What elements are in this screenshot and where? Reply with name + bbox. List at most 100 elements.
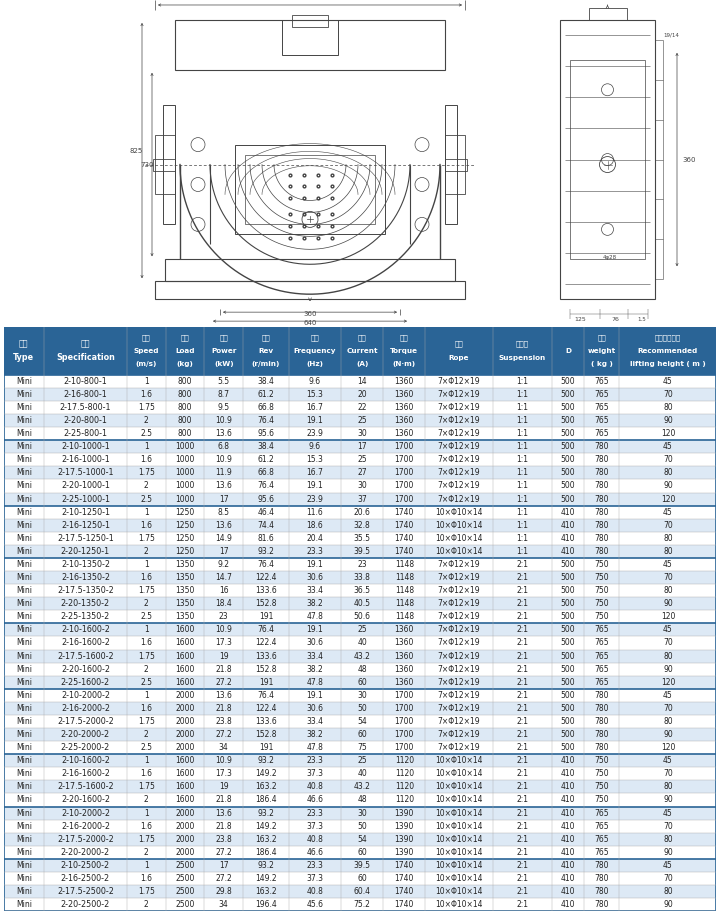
Text: 133.6: 133.6 <box>255 652 276 660</box>
Text: 2-17.5-800-1: 2-17.5-800-1 <box>60 403 111 412</box>
Text: 1.6: 1.6 <box>140 390 152 399</box>
Text: (r/min): (r/min) <box>252 361 280 367</box>
Text: 9.2: 9.2 <box>217 560 230 569</box>
Text: 45: 45 <box>663 809 672 817</box>
Text: 2-16-2000-2: 2-16-2000-2 <box>61 704 110 713</box>
Text: 2:1: 2:1 <box>516 691 528 699</box>
Text: 2-10-1250-1: 2-10-1250-1 <box>61 508 110 517</box>
Text: 54: 54 <box>357 834 367 844</box>
Text: 7×Φ12×19: 7×Φ12×19 <box>438 560 480 569</box>
Text: 765: 765 <box>595 677 609 687</box>
Text: 2:1: 2:1 <box>516 730 528 739</box>
Text: 1148: 1148 <box>395 599 414 608</box>
Text: 2-10-2500-2: 2-10-2500-2 <box>61 861 110 870</box>
Bar <box>4 327 716 374</box>
Text: 45: 45 <box>663 377 672 386</box>
Text: Mini: Mini <box>16 416 32 425</box>
Text: 45: 45 <box>663 861 672 870</box>
Bar <box>4 453 716 467</box>
Text: 1.6: 1.6 <box>140 704 152 713</box>
Text: 76: 76 <box>611 317 619 322</box>
Text: 2-25-1600-2: 2-25-1600-2 <box>61 677 110 687</box>
Text: 1350: 1350 <box>175 586 194 595</box>
Text: 23.9: 23.9 <box>307 429 323 438</box>
Text: 1.75: 1.75 <box>138 717 155 726</box>
Bar <box>4 781 716 793</box>
Text: 1:1: 1:1 <box>516 442 528 451</box>
Text: 4φ28: 4φ28 <box>603 256 617 260</box>
Text: 640: 640 <box>303 320 317 326</box>
Text: 2:1: 2:1 <box>516 665 528 674</box>
Text: 绳规: 绳规 <box>455 341 464 348</box>
Text: 152.8: 152.8 <box>255 599 276 608</box>
Text: 500: 500 <box>561 442 575 451</box>
Text: 1148: 1148 <box>395 613 414 622</box>
Text: Mini: Mini <box>16 691 32 699</box>
Text: 25: 25 <box>357 456 367 465</box>
Text: 1390: 1390 <box>395 834 414 844</box>
Text: 54: 54 <box>357 717 367 726</box>
Text: 1:1: 1:1 <box>516 429 528 438</box>
Text: 2:1: 2:1 <box>516 613 528 622</box>
Text: 46.6: 46.6 <box>307 848 323 856</box>
Text: 80: 80 <box>663 834 672 844</box>
Text: weight: weight <box>588 348 616 354</box>
Text: 2-20-1000-1: 2-20-1000-1 <box>61 481 110 490</box>
Text: 7×Φ12×19: 7×Φ12×19 <box>438 456 480 465</box>
Text: 33.4: 33.4 <box>307 717 323 726</box>
Text: 25: 25 <box>357 756 367 765</box>
Bar <box>4 806 716 820</box>
Text: Mini: Mini <box>16 638 32 647</box>
Text: 1: 1 <box>144 442 148 451</box>
Text: 2-16-1000-1: 2-16-1000-1 <box>61 456 109 465</box>
Text: 500: 500 <box>561 481 575 490</box>
Text: 1350: 1350 <box>175 573 194 582</box>
Text: 23.3: 23.3 <box>307 809 323 817</box>
Bar <box>4 885 716 898</box>
Bar <box>4 676 716 688</box>
Text: 360: 360 <box>682 156 696 163</box>
Text: 1700: 1700 <box>395 456 414 465</box>
Text: 7×Φ12×19: 7×Φ12×19 <box>438 730 480 739</box>
Text: 750: 750 <box>595 795 609 804</box>
Text: 50.6: 50.6 <box>354 613 371 622</box>
Text: 2.5: 2.5 <box>140 743 152 752</box>
Text: 20: 20 <box>357 390 367 399</box>
Text: 780: 780 <box>595 691 609 699</box>
Text: 800: 800 <box>178 390 192 399</box>
Text: 7×Φ12×19: 7×Φ12×19 <box>438 665 480 674</box>
Text: 500: 500 <box>561 730 575 739</box>
Text: 2-20-2000-2: 2-20-2000-2 <box>61 848 110 856</box>
Text: 9.6: 9.6 <box>309 442 321 451</box>
Text: 61.2: 61.2 <box>258 456 274 465</box>
Text: 76.4: 76.4 <box>258 691 274 699</box>
Text: Mini: Mini <box>16 887 32 896</box>
Text: 2000: 2000 <box>175 717 194 726</box>
Text: 2-10-800-1: 2-10-800-1 <box>63 377 107 386</box>
Text: 1390: 1390 <box>395 848 414 856</box>
Text: (N·m): (N·m) <box>392 361 416 367</box>
Text: 2-16-1350-2: 2-16-1350-2 <box>61 573 110 582</box>
Text: 750: 750 <box>595 613 609 622</box>
Text: 7×Φ12×19: 7×Φ12×19 <box>438 652 480 660</box>
Text: 2-25-1350-2: 2-25-1350-2 <box>60 613 110 622</box>
Text: 9.6: 9.6 <box>309 377 321 386</box>
Text: 780: 780 <box>595 468 609 477</box>
Text: 800: 800 <box>178 377 192 386</box>
Text: 1: 1 <box>144 756 148 765</box>
Text: 120: 120 <box>661 613 675 622</box>
Text: 780: 780 <box>595 887 609 896</box>
Text: 37.3: 37.3 <box>307 770 323 778</box>
Text: 型号: 型号 <box>19 340 29 349</box>
Text: 7×Φ12×19: 7×Φ12×19 <box>438 704 480 713</box>
Text: 33.4: 33.4 <box>307 652 323 660</box>
Bar <box>560 20 655 299</box>
Text: 2-25-1000-1: 2-25-1000-1 <box>61 495 110 504</box>
Text: 16: 16 <box>219 586 228 595</box>
Text: 93.2: 93.2 <box>258 861 274 870</box>
Text: 规格: 规格 <box>81 340 90 349</box>
Text: 90: 90 <box>663 665 672 674</box>
Text: 2.5: 2.5 <box>140 495 152 504</box>
Text: 500: 500 <box>561 495 575 504</box>
Text: 46.6: 46.6 <box>307 795 323 804</box>
